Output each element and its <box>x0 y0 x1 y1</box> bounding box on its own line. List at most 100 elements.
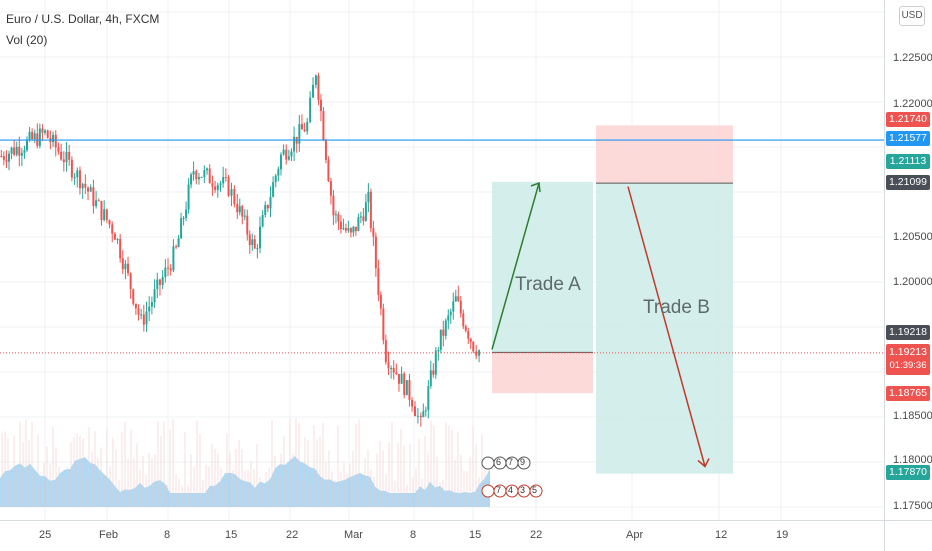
position-zones <box>492 125 733 474</box>
candle-body <box>18 146 21 156</box>
candle-body <box>306 121 309 132</box>
candle-body <box>403 373 406 396</box>
chart-area[interactable]: Euro / U.S. Dollar, 4h, FXCM Vol (20) Tr… <box>0 0 884 520</box>
trade-a-label: Trade A <box>515 274 581 295</box>
candle-body <box>459 300 462 314</box>
candle-body <box>246 215 249 235</box>
horizontal-line-tag: 1.21577 <box>886 131 930 146</box>
price-tick: 1.18500 <box>893 410 932 422</box>
candle-body <box>142 314 145 325</box>
candle-body <box>161 277 164 285</box>
candle-body <box>236 203 239 213</box>
candle-body <box>13 147 16 155</box>
event-count: 7 <box>508 457 514 467</box>
candle-body <box>5 159 8 162</box>
candle-body <box>108 220 111 225</box>
candle-body <box>478 350 481 356</box>
candle-body <box>182 217 185 219</box>
candle-body <box>411 399 414 407</box>
candle-body <box>377 268 380 295</box>
price-tick: 1.20000 <box>893 276 932 288</box>
candle-body <box>362 216 365 221</box>
candle-body <box>28 131 31 140</box>
candle-body <box>397 374 400 384</box>
candle-body <box>175 246 178 248</box>
time-tick: 8 <box>410 529 417 541</box>
candle-body <box>447 315 450 321</box>
candle-body <box>192 171 195 175</box>
candle-body <box>41 128 44 133</box>
symbol-legend[interactable]: Euro / U.S. Dollar, 4h, FXCM <box>6 12 160 26</box>
candle-body <box>277 169 280 176</box>
candle-body <box>452 301 455 312</box>
candle-body <box>374 236 377 269</box>
currency-button[interactable]: USD <box>899 6 925 26</box>
candle-body <box>349 228 352 233</box>
candle-body <box>95 200 98 207</box>
candle-body <box>384 340 387 363</box>
candle-body <box>405 380 408 396</box>
candle-body <box>214 186 217 190</box>
candle-body <box>81 183 84 189</box>
candle-body <box>422 411 425 418</box>
time-tick: 8 <box>164 529 171 541</box>
candle-body <box>216 185 219 190</box>
candle-body <box>10 147 13 154</box>
candle-body <box>38 128 41 146</box>
candle-body <box>266 205 269 209</box>
candle-body <box>203 170 206 178</box>
candle-body <box>259 226 262 249</box>
candle-body <box>124 263 127 270</box>
candle-body <box>105 209 108 221</box>
trade-a-arrowhead <box>530 181 541 193</box>
candle-body <box>103 209 106 221</box>
candle-body <box>354 226 357 231</box>
trade-arrows <box>491 181 710 468</box>
candle-body <box>89 187 92 192</box>
trade-b-profit-zone <box>596 183 733 474</box>
candle-body <box>467 330 470 339</box>
volume-legend[interactable]: Vol (20) <box>6 33 48 47</box>
event-count: 3 <box>520 485 526 495</box>
candle-body <box>342 228 345 230</box>
trade-a-target-tag: 1.21113 <box>886 154 930 169</box>
candle-body <box>282 149 285 155</box>
candle-body <box>84 183 87 188</box>
candlestick-series <box>0 72 481 427</box>
time-tick: Apr <box>626 529 644 541</box>
candle-body <box>253 239 256 249</box>
time-axis[interactable]: 25 Feb 8 15 22 Mar 8 15 22 Apr 12 19 <box>0 520 884 551</box>
price-chart[interactable] <box>0 0 884 520</box>
candle-body <box>227 177 230 196</box>
time-tick: 12 <box>715 529 728 541</box>
candle-body <box>379 294 382 309</box>
event-flag-icon <box>517 456 531 470</box>
price-axis[interactable]: USD 1.22500 1.22000 1.20500 1.20000 1.18… <box>884 0 932 520</box>
candle-body <box>339 221 342 229</box>
candle-body <box>427 386 430 411</box>
candle-body <box>148 306 151 312</box>
time-tick: 15 <box>225 529 238 541</box>
trade-b-target-tag: 1.17870 <box>886 465 930 480</box>
candle-body <box>132 289 135 304</box>
candle-body <box>364 202 367 221</box>
candle-body <box>230 189 233 196</box>
candle-body <box>352 226 355 233</box>
volume-histogram <box>0 417 490 507</box>
trade-b-label: Trade B <box>643 297 710 318</box>
candle-body <box>312 84 315 98</box>
candle-body <box>206 168 209 171</box>
candle-body <box>111 224 114 234</box>
candle-body <box>274 175 277 183</box>
candle-body <box>432 370 435 375</box>
candle-body <box>211 183 214 187</box>
candle-body <box>233 189 236 204</box>
horizontal-lines <box>0 139 884 354</box>
candle-body <box>200 177 203 179</box>
candle-body <box>119 239 122 259</box>
candle-body <box>20 152 23 156</box>
candle-body <box>145 311 148 325</box>
economic-events <box>481 456 543 498</box>
candle-body <box>197 177 200 180</box>
trade-b-arrow <box>627 186 706 467</box>
